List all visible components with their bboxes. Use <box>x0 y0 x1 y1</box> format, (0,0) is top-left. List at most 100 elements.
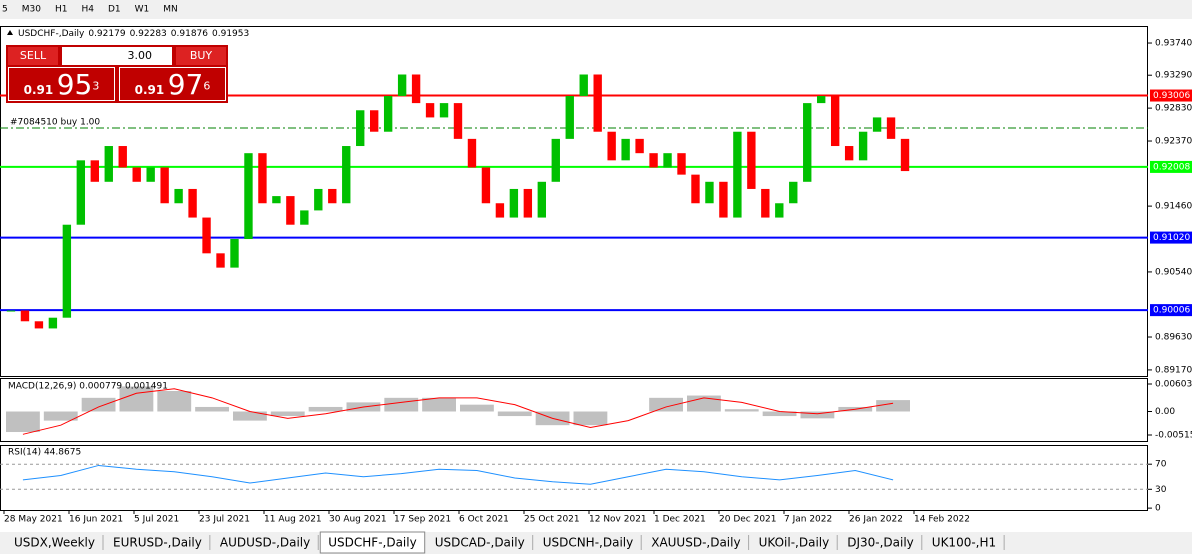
level-label: 0.90006 <box>1153 306 1190 316</box>
candle <box>537 181 547 218</box>
candle <box>621 138 630 161</box>
candle <box>509 188 519 218</box>
candle <box>314 188 323 211</box>
x-tick-label: 17 Sep 2021 <box>394 515 451 525</box>
candle <box>118 146 127 168</box>
level-tag <box>1150 160 1192 173</box>
chart-header: USDCHF-,Daily 0.92179 0.92283 0.91876 0.9195… <box>18 29 249 39</box>
buy-button[interactable]: BUY <box>176 47 226 65</box>
x-tick-label: 5 Jul 2021 <box>134 515 179 525</box>
candle <box>90 160 99 182</box>
candle <box>803 103 812 182</box>
timeframe-button[interactable]: M30 <box>22 5 41 15</box>
chart-tab[interactable]: USDCAD-,Daily <box>435 536 525 550</box>
x-tick-label: 7 Jan 2022 <box>784 515 832 525</box>
y-tick-label: 0.90540 <box>1155 267 1192 277</box>
candle <box>467 138 477 168</box>
candle <box>593 74 602 132</box>
x-tick-label: 14 Feb 2022 <box>914 515 970 525</box>
y-tick-label: 0.89170 <box>1155 365 1192 375</box>
timeframe-button[interactable]: H4 <box>81 5 94 15</box>
chart-tab[interactable]: UK100-,H1 <box>932 536 996 550</box>
chart-tab[interactable]: UKOil-,Daily <box>759 536 830 550</box>
timeframe-button[interactable]: D1 <box>108 5 121 15</box>
y-tick-label: 0.89630 <box>1155 333 1192 343</box>
chart-tab[interactable]: EURUSD-,Daily <box>113 536 202 550</box>
x-tick-label: 11 Aug 2021 <box>264 515 322 525</box>
candle <box>900 138 910 172</box>
candle <box>733 131 742 218</box>
macd-bar <box>308 406 343 412</box>
candle <box>244 153 253 240</box>
active-tab <box>319 531 426 554</box>
signal-line <box>22 388 894 435</box>
ohlc-value: 0.91876 <box>171 29 208 39</box>
candle <box>48 317 58 329</box>
ohlc-value: 0.92179 <box>88 29 125 39</box>
macd-bar <box>724 409 759 412</box>
candle <box>663 153 672 168</box>
chart-tab[interactable]: USDCNH-,Daily <box>543 536 634 550</box>
sell-button[interactable]: SELL <box>8 47 58 65</box>
trade-panel: SELL 3.00 BUY 0.91 953 0.91 976 <box>6 45 228 103</box>
macd-bar <box>384 397 419 412</box>
x-tick-label: 16 Jun 2021 <box>69 515 123 525</box>
candle <box>789 181 798 204</box>
macd-bar <box>762 411 797 417</box>
bid-price[interactable]: 0.91 953 <box>8 67 115 101</box>
y-tick-label: 0.93740 <box>1155 39 1192 49</box>
chart-tab[interactable]: XAUUSD-,Daily <box>651 536 740 550</box>
chart-tab[interactable]: USDCHF-,Daily <box>328 536 416 550</box>
candle <box>579 74 588 96</box>
candle <box>383 95 393 132</box>
ask-pips: 97 <box>167 68 204 101</box>
y-tick-label: 0.00 <box>1155 407 1175 417</box>
bid-pips: 95 <box>56 68 93 101</box>
candle <box>202 217 211 254</box>
timeframe-button[interactable]: W1 <box>135 5 150 15</box>
macd-bar <box>270 411 305 417</box>
candle <box>230 239 239 268</box>
chart-tab[interactable]: USDX,Weekly <box>14 536 95 550</box>
macd-bar <box>81 397 116 412</box>
candle <box>146 167 155 182</box>
lot-input[interactable]: 3.00 <box>62 47 172 65</box>
candle <box>775 203 784 218</box>
toolbar <box>0 0 1192 19</box>
candle <box>342 146 351 204</box>
candle <box>425 103 435 118</box>
rsi-line <box>22 464 894 485</box>
chart-tab[interactable]: DJ30-,Daily <box>847 536 914 550</box>
candle <box>817 95 826 104</box>
macd-bar <box>157 390 192 412</box>
candle <box>188 188 197 218</box>
timeframe-button[interactable]: MN <box>163 5 178 15</box>
macd-bar <box>649 397 683 412</box>
candle <box>411 74 421 104</box>
macd-bar <box>119 386 154 412</box>
candle <box>300 210 309 225</box>
ask-price[interactable]: 0.91 976 <box>119 67 226 101</box>
y-tick-label: 0.006034 <box>1155 379 1192 389</box>
x-tick-label: 28 May 2021 <box>4 515 63 525</box>
level-label: 0.93006 <box>1153 91 1190 101</box>
y-tick-label: 0 <box>1155 504 1161 514</box>
candle <box>886 117 896 139</box>
candle <box>858 131 868 161</box>
timeframe-button[interactable]: 5 <box>2 5 8 15</box>
level-tag <box>1150 89 1192 102</box>
ohlc-value: 0.92283 <box>130 29 167 39</box>
candle <box>6 310 16 312</box>
x-tick-label: 23 Jul 2021 <box>199 515 250 525</box>
x-tick-label: 20 Dec 2021 <box>719 515 777 525</box>
candle <box>397 74 407 96</box>
chart-tab[interactable]: AUDUSD-,Daily <box>220 536 310 550</box>
bid-big: 0.91 <box>23 83 54 97</box>
candle <box>34 321 44 329</box>
candle <box>565 95 574 139</box>
timeframe-button[interactable]: H1 <box>55 5 68 15</box>
candle <box>872 117 882 132</box>
macd-bar <box>497 411 532 417</box>
